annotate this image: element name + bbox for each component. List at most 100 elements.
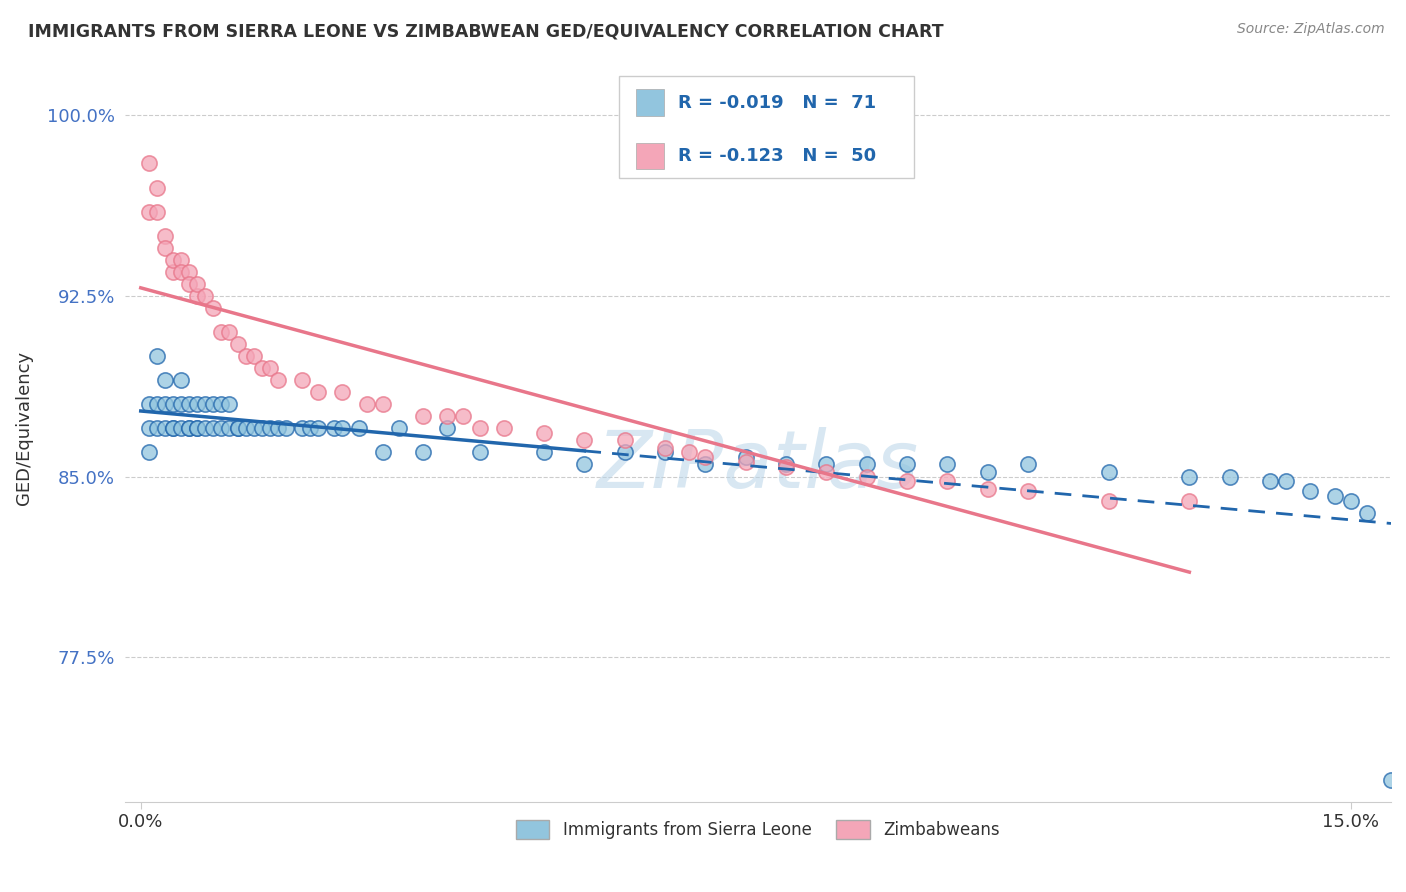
Point [170,421,193,435]
Point [202,397,225,411]
Point [186,421,208,435]
Point [1017,458,1039,472]
Point [323,421,346,435]
Point [194,289,217,303]
Point [162,397,184,411]
Point [412,409,434,424]
Point [654,445,676,459]
Point [146,421,169,435]
Point [734,450,756,465]
Point [162,252,184,267]
Point [1275,475,1298,489]
Point [274,421,297,435]
Point [170,397,193,411]
Point [179,397,201,411]
Point [218,397,240,411]
Point [162,421,184,435]
Point [153,241,176,255]
Point [436,421,458,435]
Text: R = -0.019   N =  71: R = -0.019 N = 71 [678,94,876,112]
Point [815,465,838,479]
Point [775,458,797,472]
Point [186,421,208,435]
Point [250,421,273,435]
Point [1323,489,1346,503]
Point [153,228,176,243]
Point [179,421,201,435]
Point [226,421,249,435]
Point [356,397,378,411]
Point [153,397,176,411]
Point [533,426,555,441]
Point [170,373,193,387]
Point [936,475,959,489]
Point [1098,465,1121,479]
Point [678,445,700,459]
Point [259,421,281,435]
Point [453,409,475,424]
Point [202,301,225,315]
Point [896,475,918,489]
Point [775,459,797,474]
Point [202,421,225,435]
Point [347,421,370,435]
Point [371,397,394,411]
Point [209,397,232,411]
Point [299,421,322,435]
Point [242,349,264,363]
Text: IMMIGRANTS FROM SIERRA LEONE VS ZIMBABWEAN GED/EQUIVALENCY CORRELATION CHART: IMMIGRANTS FROM SIERRA LEONE VS ZIMBABWE… [28,22,943,40]
Y-axis label: GED/Equivalency: GED/Equivalency [15,351,32,506]
Point [186,289,208,303]
Point [855,458,877,472]
Point [226,337,249,351]
Point [170,252,193,267]
Point [259,361,281,376]
Point [146,397,169,411]
Text: Source: ZipAtlas.com: Source: ZipAtlas.com [1237,22,1385,37]
Point [1355,506,1378,520]
Legend: Immigrants from Sierra Leone, Zimbabweans: Immigrants from Sierra Leone, Zimbabwean… [509,813,1007,846]
Point [138,204,160,219]
Point [412,445,434,459]
Point [936,458,959,472]
Point [855,469,877,483]
Point [613,445,636,459]
Point [267,421,290,435]
Point [1299,483,1322,498]
Point [574,458,596,472]
Point [162,421,184,435]
Point [574,434,596,448]
Point [146,180,169,194]
Point [146,204,169,219]
Point [162,265,184,279]
Point [291,421,314,435]
Point [218,421,240,435]
Text: R = -0.123   N =  50: R = -0.123 N = 50 [678,147,876,165]
Point [468,445,491,459]
Point [1098,493,1121,508]
Point [138,156,160,170]
Point [307,385,329,400]
Point [1219,469,1241,483]
Point [218,325,240,339]
Point [468,421,491,435]
Point [235,349,257,363]
Point [332,421,354,435]
Point [654,441,676,455]
Point [533,445,555,459]
Point [492,421,515,435]
Text: ZIPatlas: ZIPatlas [596,426,920,505]
Point [1340,493,1362,508]
Point [291,373,314,387]
Point [1258,475,1281,489]
Point [896,458,918,472]
Point [976,482,998,496]
Point [138,445,160,459]
Point [138,421,160,435]
Point [186,397,208,411]
Point [179,265,201,279]
Point [436,409,458,424]
Point [179,277,201,291]
Point [186,277,208,291]
Point [1178,493,1201,508]
